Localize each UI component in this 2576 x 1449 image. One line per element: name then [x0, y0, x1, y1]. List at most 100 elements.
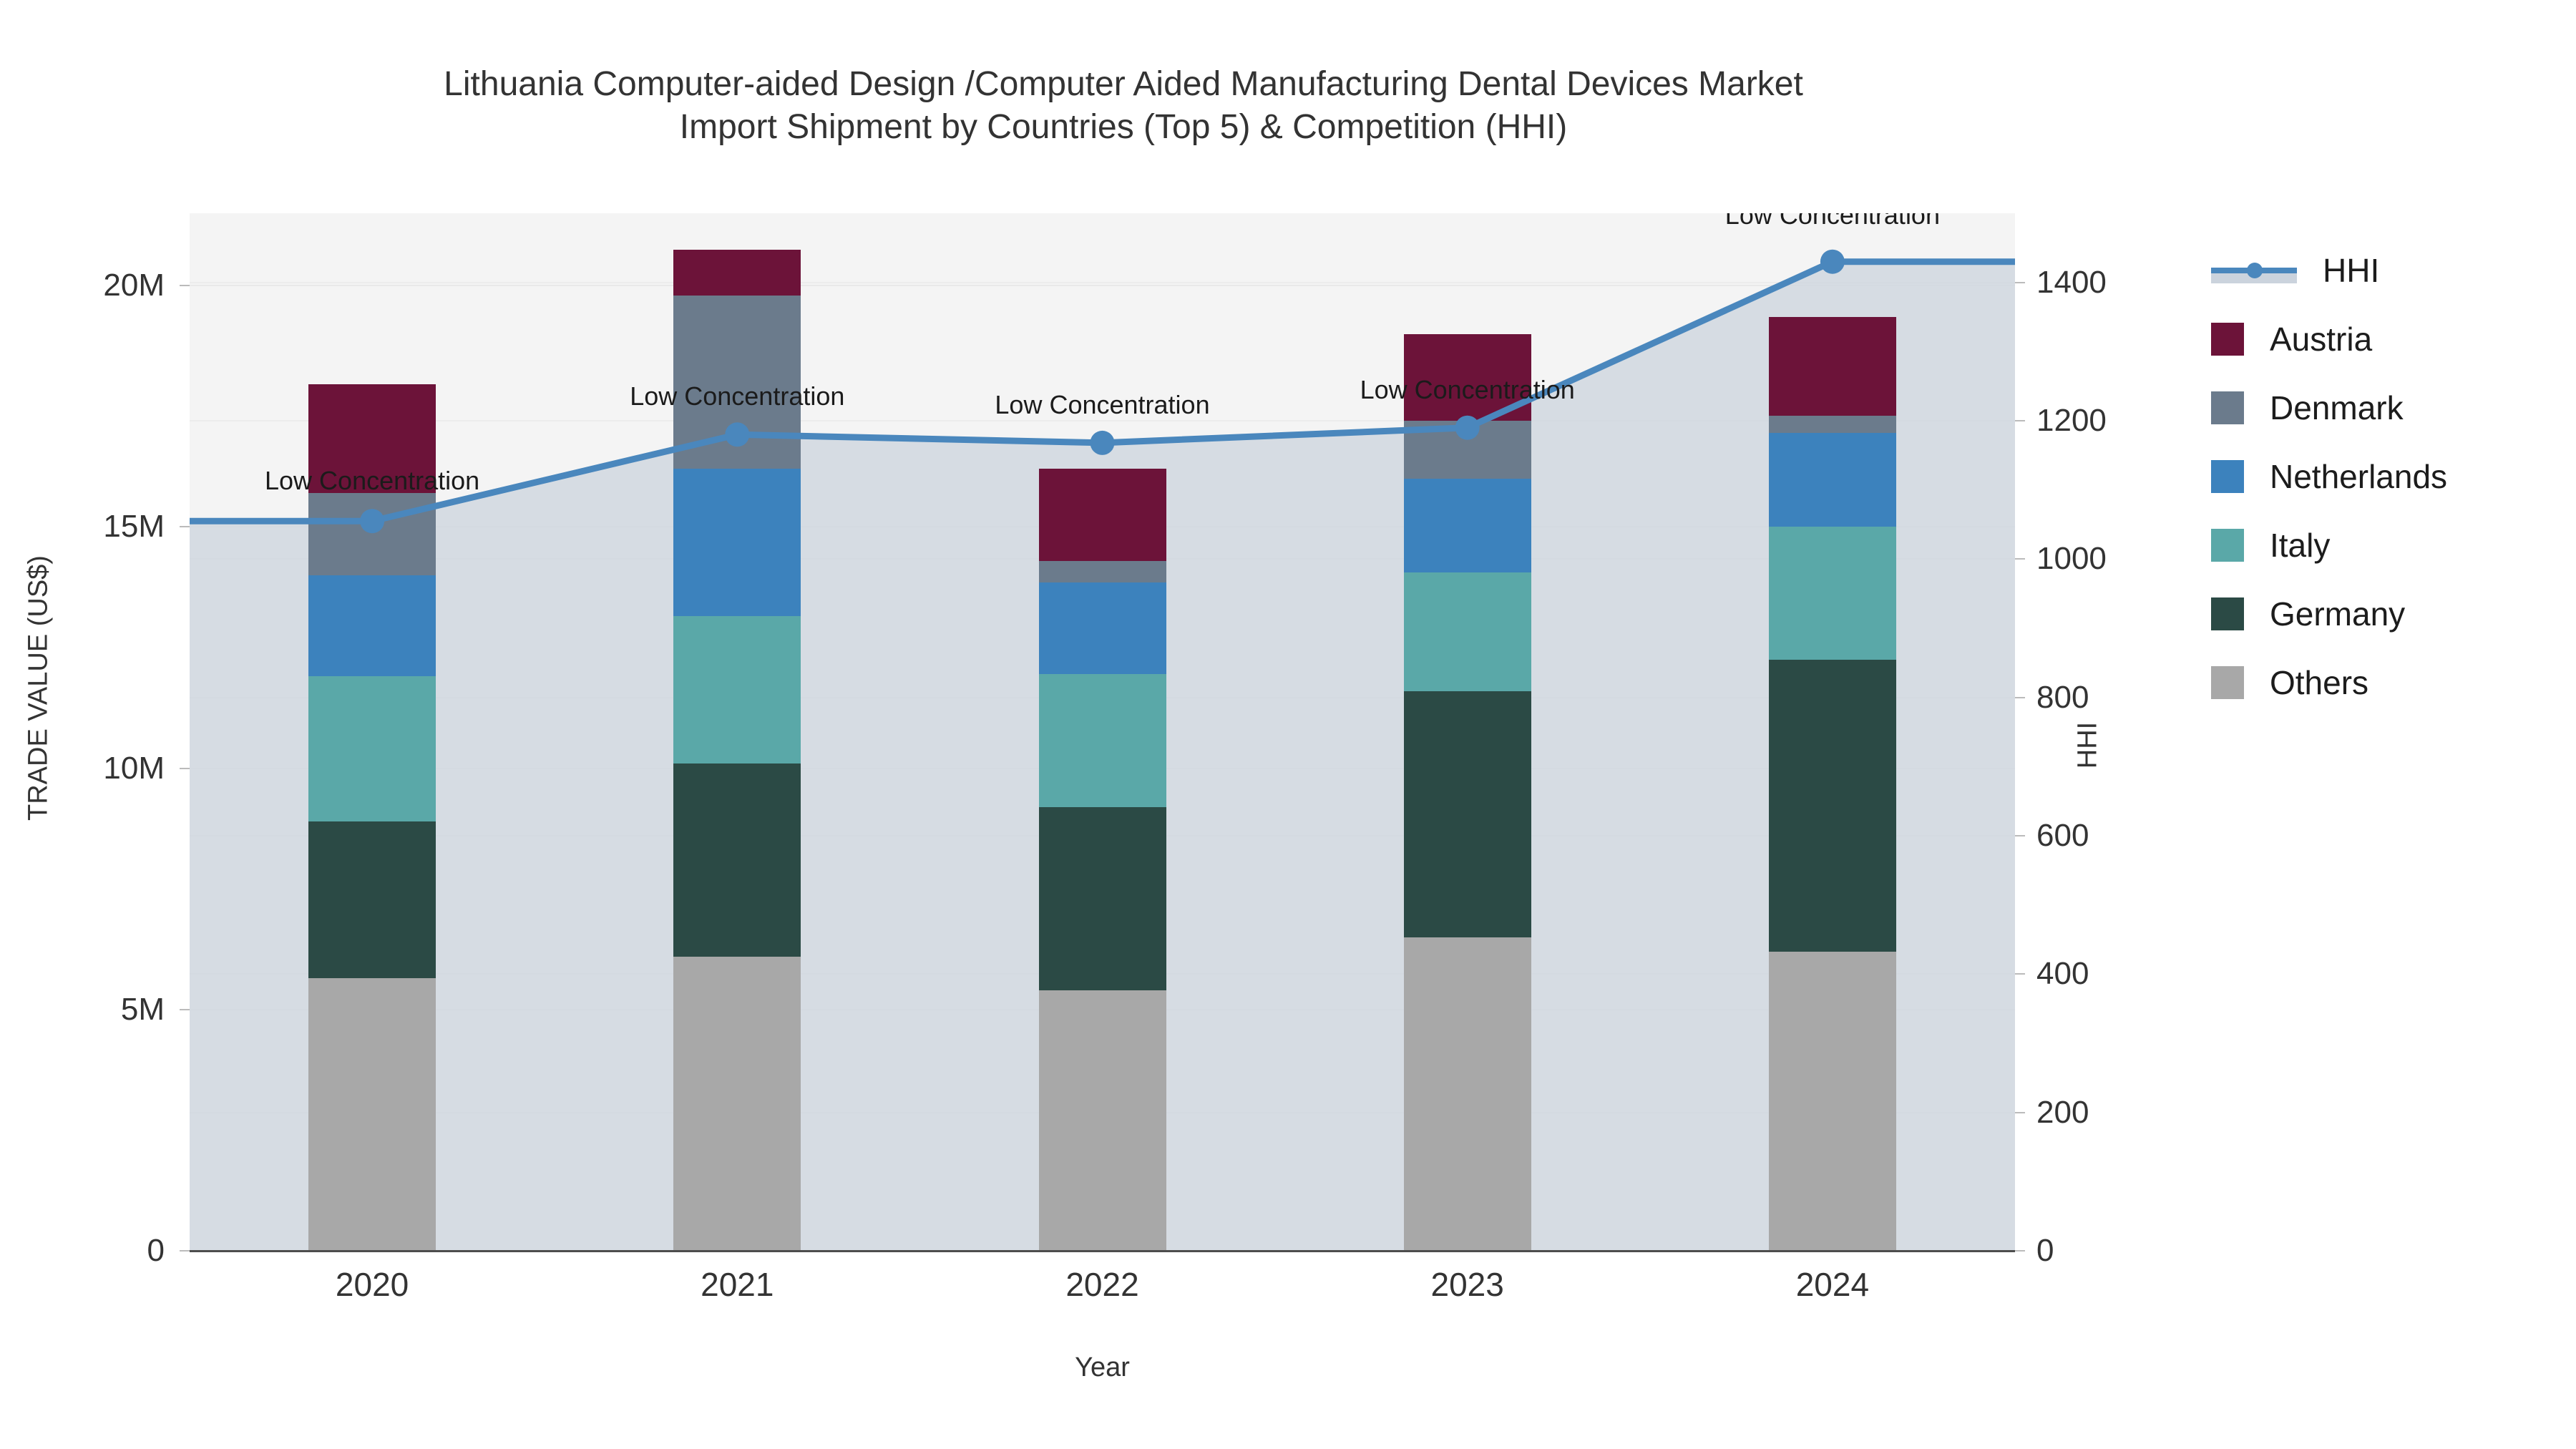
bar-stack-2024[interactable] [1768, 213, 1896, 1251]
title-line-2: Import Shipment by Countries (Top 5) & C… [679, 108, 1568, 147]
bar-segment-austria-2024[interactable] [1768, 317, 1896, 416]
y-tick-right-1000: 1000 [2036, 541, 2107, 577]
y-tickmark-right-3 [2015, 835, 2025, 836]
bar-segment-others-2020[interactable] [308, 977, 436, 1251]
legend-swatch-icon [2211, 391, 2244, 424]
title-line-1: Lithuania Computer-aided Design /Compute… [444, 65, 1803, 103]
annotation-low-concentration-2024: Low Concentration [1724, 213, 1940, 230]
legend-item-denmark[interactable]: Denmark [2211, 374, 2569, 442]
hhi-marker-2023[interactable] [1455, 415, 1480, 440]
y-tickmark-left-0 [180, 1250, 190, 1252]
bar-segment-germany-2022[interactable] [1038, 806, 1166, 990]
legend-item-netherlands[interactable]: Netherlands [2211, 442, 2569, 511]
bar-segment-netherlands-2020[interactable] [308, 575, 436, 677]
bar-stack-2020[interactable] [308, 213, 436, 1251]
bar-segment-germany-2021[interactable] [673, 763, 801, 957]
bar-segment-italy-2023[interactable] [1403, 572, 1531, 691]
legend-item-label: Italy [2270, 527, 2331, 564]
bar-segment-germany-2023[interactable] [1403, 691, 1531, 937]
annotation-low-concentration-2021: Low Concentration [630, 381, 845, 411]
y-tick-left-20M: 20M [103, 268, 165, 303]
y-tick-right-800: 800 [2036, 679, 2089, 715]
y-tick-left-10M: 10M [103, 750, 165, 786]
y-axis-label: TRADE VALUE (US$) [23, 555, 54, 821]
y-tickmark-right-4 [2015, 696, 2025, 698]
hhi-line-series [190, 249, 2015, 534]
bar-segment-italy-2022[interactable] [1038, 674, 1166, 807]
x-tick-2024: 2024 [1795, 1266, 1870, 1303]
gridline-right-7 [190, 281, 2015, 283]
hhi-marker-2021[interactable] [725, 422, 750, 447]
bar-segment-netherlands-2024[interactable] [1768, 432, 1896, 527]
y-tickmark-right-2 [2015, 973, 2025, 975]
annotation-low-concentration-2023: Low Concentration [1360, 374, 1575, 404]
legend-item-italy[interactable]: Italy [2211, 511, 2569, 580]
bar-segment-italy-2024[interactable] [1768, 527, 1896, 660]
y-tickmark-right-5 [2015, 558, 2025, 560]
legend-swatch-icon [2211, 460, 2244, 493]
bar-segment-netherlands-2022[interactable] [1038, 582, 1166, 675]
gridline-right-6 [190, 420, 2015, 421]
bar-segment-denmark-2020[interactable] [308, 493, 436, 575]
x-tick-2021: 2021 [701, 1266, 774, 1303]
bar-segment-denmark-2022[interactable] [1038, 560, 1166, 582]
legend-item-label: Others [2270, 664, 2369, 701]
plot-area: Low Concentration Low Concentration Low Co… [190, 213, 2015, 1251]
legend-swatch-icon [2211, 529, 2244, 562]
y-tick-right-200: 200 [2036, 1094, 2089, 1130]
legend-item-label: HHI [2323, 252, 2380, 289]
bar-segment-netherlands-2021[interactable] [673, 469, 801, 617]
y-tick-right-0: 0 [2036, 1233, 2054, 1268]
y-tickmark-left-3 [180, 526, 190, 528]
legend-item-austria[interactable]: Austria [2211, 305, 2569, 374]
x-tick-2020: 2020 [335, 1266, 409, 1303]
y-tick-right-600: 600 [2036, 818, 2089, 853]
y-tick-left-0: 0 [147, 1233, 165, 1268]
y-tickmark-left-4 [180, 285, 190, 287]
legend-item-label: Denmark [2270, 389, 2404, 426]
y-tick-left-15M: 15M [103, 509, 165, 545]
legend-item-others[interactable]: Others [2211, 648, 2569, 717]
y-tickmark-right-6 [2015, 420, 2025, 421]
y-tick-right-1200: 1200 [2036, 403, 2107, 438]
y-tickmark-left-2 [180, 767, 190, 769]
hhi-marker-2022[interactable] [1090, 430, 1115, 455]
hhi-marker-2024[interactable] [1820, 249, 1845, 274]
bar-segment-italy-2020[interactable] [308, 676, 436, 821]
bar-segment-others-2024[interactable] [1768, 951, 1896, 1251]
legend: HHI Austria Denmark Netherlands Italy Germany… [2211, 236, 2569, 717]
bar-segment-italy-2021[interactable] [673, 616, 801, 763]
y2-axis-label: HHI [2072, 721, 2103, 769]
legend-item-label: Germany [2270, 595, 2406, 633]
x-axis-line [190, 1250, 2015, 1252]
bar-segment-austria-2022[interactable] [1038, 469, 1166, 561]
bar-segment-denmark-2024[interactable] [1768, 416, 1896, 433]
legend-item-label: Netherlands [2270, 458, 2448, 495]
legend-swatch-icon [2211, 323, 2244, 356]
y-tickmark-left-1 [180, 1008, 190, 1010]
legend-swatch-icon [2211, 666, 2244, 699]
y-tick-right-1400: 1400 [2036, 264, 2107, 300]
y-tick-right-400: 400 [2036, 956, 2089, 992]
bar-segment-netherlands-2023[interactable] [1403, 478, 1531, 573]
bar-stack-2023[interactable] [1403, 213, 1531, 1251]
y-tick-left-5M: 5M [120, 991, 165, 1027]
hhi-marker-2020[interactable] [360, 509, 385, 534]
bar-segment-germany-2020[interactable] [308, 821, 436, 978]
plot-inner: Low Concentration Low Concentration Low Co… [190, 213, 2015, 1251]
y-tickmark-right-7 [2015, 281, 2025, 283]
bar-segment-germany-2024[interactable] [1768, 659, 1896, 952]
legend-item-hhi[interactable]: HHI [2211, 236, 2569, 305]
bar-segment-others-2023[interactable] [1403, 937, 1531, 1251]
bar-segment-others-2021[interactable] [673, 956, 801, 1251]
legend-item-label: Austria [2270, 321, 2373, 358]
bar-segment-others-2022[interactable] [1038, 990, 1166, 1251]
x-axis-label: Year [1075, 1352, 1130, 1382]
bar-stack-2022[interactable] [1038, 213, 1166, 1251]
bar-segment-austria-2021[interactable] [673, 249, 801, 296]
annotation-low-concentration-2022: Low Concentration [995, 389, 1210, 419]
legend-item-germany[interactable]: Germany [2211, 580, 2569, 648]
bar-segment-austria-2020[interactable] [308, 384, 436, 494]
x-tick-2023: 2023 [1430, 1266, 1504, 1303]
